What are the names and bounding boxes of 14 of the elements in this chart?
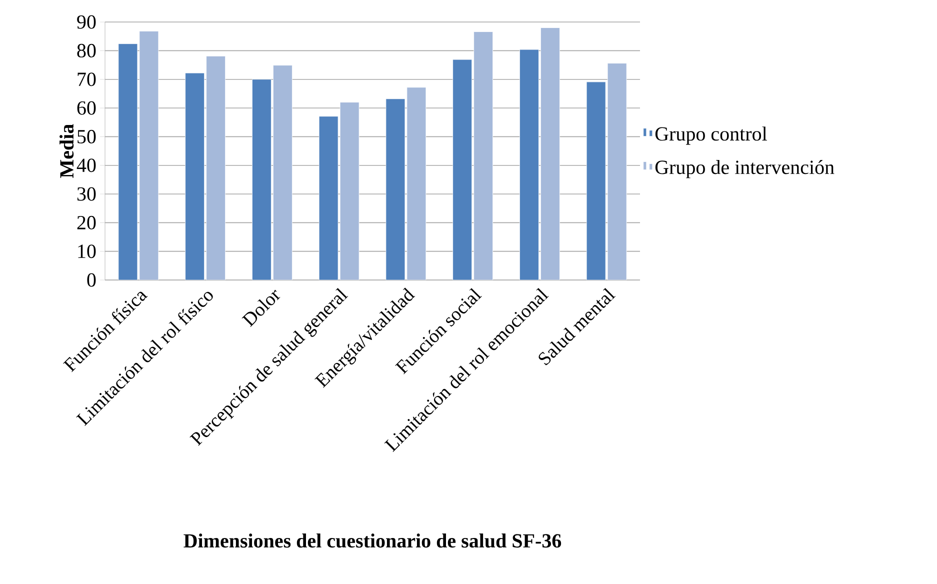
y-tick-label: 20: [77, 216, 96, 230]
y-tick-label: 60: [77, 101, 96, 115]
y-tick-label: 80: [77, 44, 96, 58]
y-tick-label: 0: [87, 273, 96, 287]
y-axis-title: Media: [60, 124, 74, 178]
y-tick-label: 40: [76, 158, 96, 172]
x-axis-title: Dimensiones del cuestionario de salud SF-36: [184, 534, 562, 548]
y-tick-label: 30: [77, 187, 96, 201]
y-tick-label: 70: [78, 72, 96, 86]
y-tick-label: 90: [77, 15, 96, 29]
legend-label: Grupo de intervención: [655, 160, 834, 178]
y-tick-label: 50: [78, 130, 96, 144]
y-tick-label: 10: [78, 244, 96, 258]
legend-label: Grupo control: [655, 126, 767, 145]
